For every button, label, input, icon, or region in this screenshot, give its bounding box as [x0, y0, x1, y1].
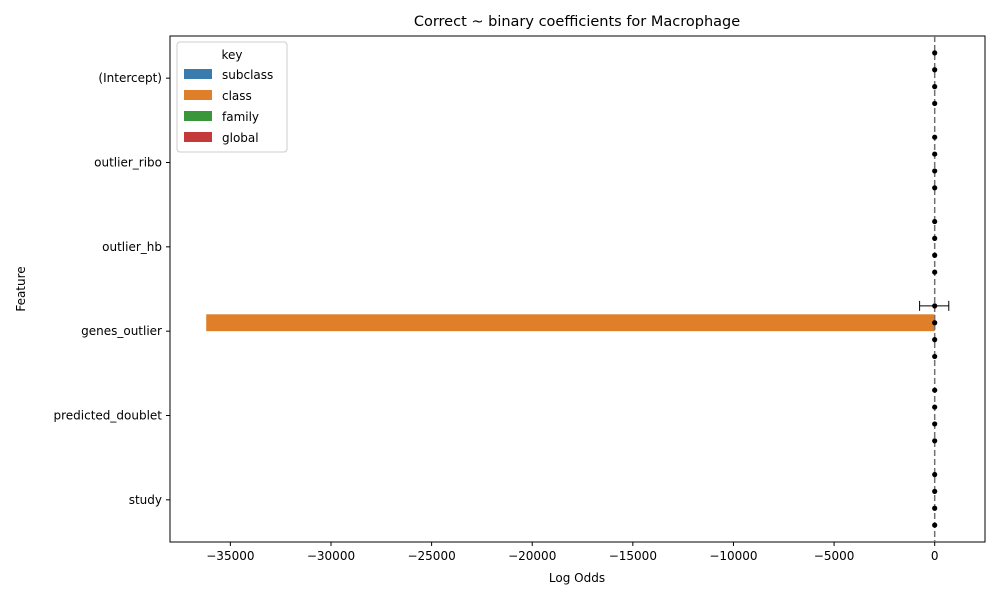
point-class-outlier_hb: [932, 235, 938, 241]
plot-area: −35000 −30000 −25000 −20000 −15000 −10000 −500…: [53, 35, 986, 563]
point-family-(Intercept): [932, 84, 938, 90]
y-tick-label: genes_outlier: [81, 324, 162, 338]
point-global-outlier_ribo: [932, 185, 938, 191]
bar-class-genes_outlier: [206, 314, 935, 332]
legend-swatch-family: [184, 111, 212, 121]
legend-label-global: global: [222, 131, 259, 145]
point-global-predicted_doublet: [932, 438, 938, 444]
x-axis-title: Log Odds: [549, 571, 605, 585]
y-axis-title: Feature: [14, 266, 28, 311]
point-family-predicted_doublet: [932, 421, 938, 427]
point-class-(Intercept): [932, 67, 938, 73]
x-tick-label: −10000: [709, 549, 757, 563]
x-tick-label: 0: [931, 549, 939, 563]
point-class-outlier_ribo: [932, 151, 938, 157]
x-tick-label: −25000: [407, 549, 455, 563]
point-family-outlier_hb: [932, 252, 938, 258]
x-tick-label: −5000: [814, 549, 855, 563]
point-subclass-outlier_ribo: [932, 134, 938, 140]
point-subclass-genes_outlier: [932, 303, 938, 309]
y-tick-label: outlier_hb: [102, 240, 162, 254]
legend-label-class: class: [222, 89, 252, 103]
legend-label-subclass: subclass: [222, 68, 273, 82]
point-class-predicted_doublet: [932, 404, 938, 410]
y-tick-label: predicted_doublet: [53, 409, 162, 423]
y-tick-label: (Intercept): [98, 71, 162, 85]
y-tick-label: outlier_ribo: [94, 156, 162, 170]
chart-title: Correct ~ binary coefficients for Macrop…: [414, 14, 740, 30]
point-class-study: [932, 488, 938, 494]
point-global-genes_outlier: [932, 353, 938, 360]
point-family-genes_outlier: [932, 337, 938, 343]
legend-swatch-subclass: [184, 69, 212, 79]
x-tick-label: −15000: [609, 549, 657, 563]
legend-swatch-class: [184, 90, 212, 100]
point-global-(Intercept): [932, 100, 938, 107]
point-class-genes_outlier: [932, 320, 938, 326]
x-tick-label: −30000: [307, 549, 355, 563]
point-subclass-outlier_hb: [932, 218, 938, 225]
axes-frame: [169, 35, 986, 543]
point-family-outlier_ribo: [932, 168, 938, 174]
point-subclass-study: [932, 471, 938, 478]
point-global-study: [932, 522, 938, 528]
legend-title: key: [221, 48, 242, 62]
point-global-outlier_hb: [932, 269, 938, 275]
legend-swatch-global: [184, 132, 212, 142]
point-family-study: [932, 505, 938, 511]
legend-label-family: family: [222, 110, 259, 124]
x-tick-label: −20000: [508, 549, 556, 563]
point-subclass-(Intercept): [932, 50, 938, 56]
point-subclass-predicted_doublet: [932, 387, 938, 393]
x-tick-label: −35000: [206, 549, 254, 563]
y-tick-label: study: [129, 493, 162, 507]
